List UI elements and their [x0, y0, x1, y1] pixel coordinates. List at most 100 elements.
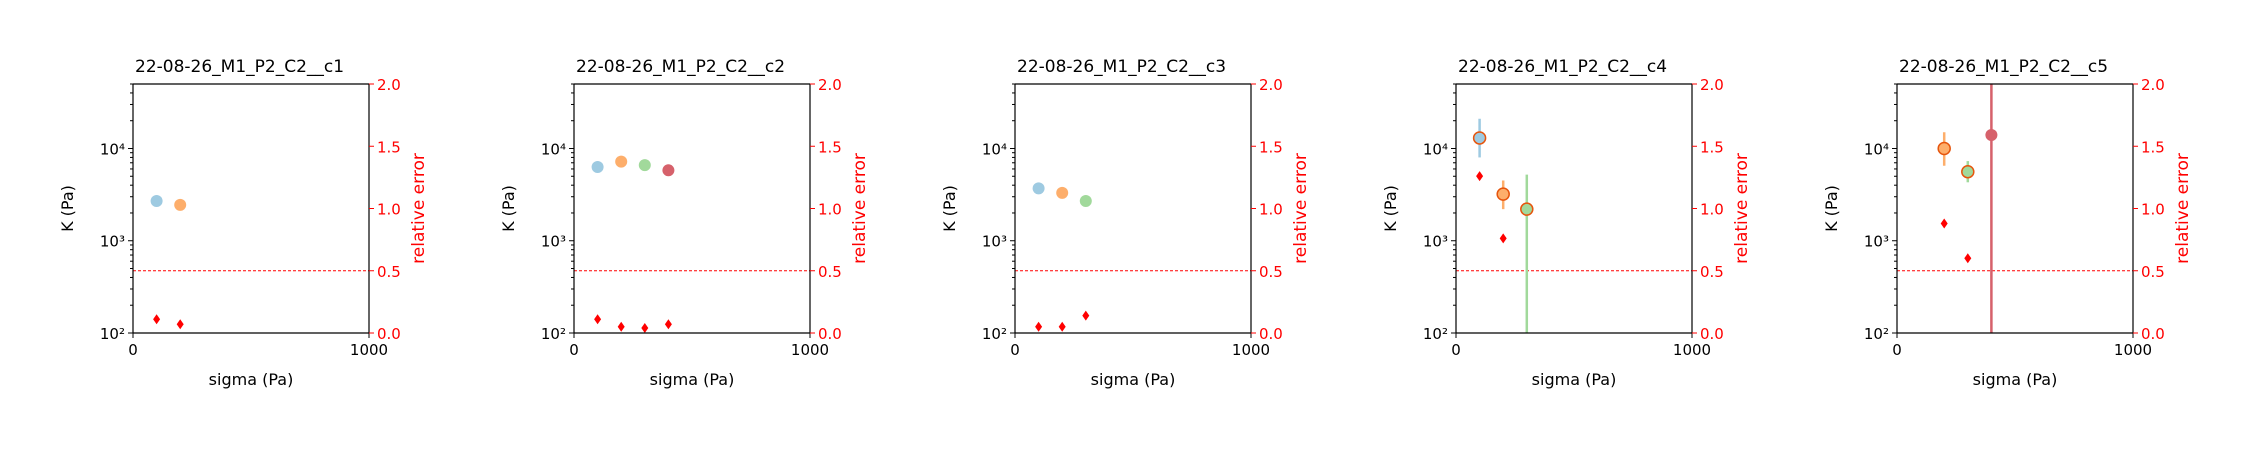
- error-point: [617, 321, 625, 332]
- y2-tick-label: 2.0: [2141, 76, 2165, 94]
- error-point: [1476, 171, 1484, 182]
- y2-tick-label: 0.5: [1700, 263, 1724, 281]
- data-point: [1496, 187, 1510, 201]
- y-tick-label: 10³: [541, 233, 566, 251]
- chart-panel-2: 22-08-26_M1_P2_C2__c2 0 1000 10² 10³ 10⁴ 0.0 0.…: [499, 57, 870, 389]
- y-tick-label: 10³: [982, 233, 1007, 251]
- x-axis-label: sigma (Pa): [1973, 370, 2058, 389]
- chart-panel-3: 22-08-26_M1_P2_C2__c3 0 1000 10² 10³ 10⁴ 0.0 0.…: [940, 57, 1311, 389]
- y2-axis-label: relative error: [409, 153, 429, 264]
- data-point: [1985, 129, 1998, 142]
- y-tick-label: 10²: [1423, 325, 1448, 343]
- chart-panel-5: 22-08-26_M1_P2_C2__c5 0 1000 10² 10³ 10⁴ 0.0 0.…: [1822, 57, 2193, 389]
- error-point: [1058, 321, 1066, 332]
- x-axis-label: sigma (Pa): [209, 370, 294, 389]
- y2-axis-label: relative error: [2173, 153, 2193, 264]
- y2-tick-label: 2.0: [1259, 76, 1283, 94]
- error-point: [1082, 310, 1090, 321]
- y2-tick-label: 1.0: [2141, 201, 2165, 219]
- x-axis-label: sigma (Pa): [1532, 370, 1617, 389]
- y2-tick-label: 0.5: [818, 263, 842, 281]
- y2-axis-label: relative error: [850, 153, 870, 264]
- y2-tick-label: 1.5: [1700, 138, 1724, 156]
- x-tick-label: 0: [1010, 341, 1020, 359]
- y-tick-label: 10²: [1864, 325, 1889, 343]
- data-point: [150, 194, 163, 207]
- x-tick-label: 0: [569, 341, 579, 359]
- x-tick-label: 0: [1892, 341, 1902, 359]
- y-tick-label: 10⁴: [541, 140, 566, 158]
- error-point: [1035, 321, 1043, 332]
- chart-title: 22-08-26_M1_P2_C2__c4: [1458, 57, 1667, 77]
- error-point: [153, 314, 161, 325]
- y2-tick-label: 0.0: [1700, 325, 1724, 343]
- x-tick-label: 1000: [1673, 341, 1711, 359]
- y-axis-label: K (Pa): [58, 185, 77, 232]
- y2-tick-label: 0.5: [377, 263, 401, 281]
- data-point: [174, 198, 187, 211]
- data-point: [1056, 186, 1069, 199]
- y2-tick-label: 2.0: [1700, 76, 1724, 94]
- x-tick-label: 1000: [1232, 341, 1270, 359]
- y-tick-label: 10³: [1423, 233, 1448, 251]
- data-point: [615, 155, 628, 168]
- x-tick-label: 0: [128, 341, 138, 359]
- y-tick-label: 10⁴: [982, 140, 1007, 158]
- y-axis-label: K (Pa): [499, 185, 518, 232]
- y2-tick-label: 1.0: [818, 201, 842, 219]
- data-point: [591, 160, 604, 173]
- error-point: [664, 319, 672, 330]
- chart-title: 22-08-26_M1_P2_C2__c5: [1899, 57, 2108, 77]
- chart-title: 22-08-26_M1_P2_C2__c1: [135, 57, 344, 77]
- chart-panel-1: 22-08-26_M1_P2_C2__c1 0 1000 10² 10³ 10⁴ 0.0 0.…: [58, 57, 429, 389]
- x-tick-label: 0: [1451, 341, 1461, 359]
- y2-tick-label: 0.0: [1259, 325, 1283, 343]
- y2-tick-label: 0.5: [1259, 263, 1283, 281]
- y2-tick-label: 1.5: [377, 138, 401, 156]
- y-tick-label: 10²: [100, 325, 125, 343]
- y2-axis-label: relative error: [1732, 153, 1752, 264]
- chart-title: 22-08-26_M1_P2_C2__c2: [576, 57, 785, 77]
- data-point: [1520, 202, 1534, 216]
- y2-tick-label: 2.0: [818, 76, 842, 94]
- error-point: [641, 323, 649, 334]
- x-axis-label: sigma (Pa): [650, 370, 735, 389]
- y2-tick-label: 1.5: [1259, 138, 1283, 156]
- y2-tick-label: 1.0: [1259, 201, 1283, 219]
- error-point: [176, 319, 184, 330]
- y-tick-label: 10²: [541, 325, 566, 343]
- chart-title: 22-08-26_M1_P2_C2__c3: [1017, 57, 1226, 77]
- data-point: [638, 159, 651, 172]
- x-tick-label: 1000: [791, 341, 829, 359]
- x-tick-label: 1000: [350, 341, 388, 359]
- error-point: [1964, 253, 1972, 264]
- y-tick-label: 10⁴: [1423, 140, 1448, 158]
- error-point: [1940, 218, 1948, 229]
- data-point: [662, 164, 675, 177]
- y2-tick-label: 1.5: [2141, 138, 2165, 156]
- chart-panel-4: 22-08-26_M1_P2_C2__c4 0 1000 10² 10³ 10⁴ 0.0 0.…: [1381, 57, 1752, 389]
- x-tick-label: 1000: [2114, 341, 2152, 359]
- y-tick-label: 10²: [982, 325, 1007, 343]
- error-point: [594, 314, 602, 325]
- y-tick-label: 10⁴: [100, 140, 125, 158]
- y2-tick-label: 1.5: [818, 138, 842, 156]
- y2-tick-label: 1.0: [377, 201, 401, 219]
- data-point: [1472, 131, 1487, 145]
- y-axis-label: K (Pa): [1822, 185, 1841, 232]
- data-point: [1079, 194, 1092, 207]
- x-axis-label: sigma (Pa): [1091, 370, 1176, 389]
- y-tick-label: 10³: [100, 233, 125, 251]
- y2-tick-label: 0.0: [377, 325, 401, 343]
- data-point: [1937, 141, 1951, 156]
- data-point: [1032, 182, 1045, 195]
- y2-tick-label: 0.5: [2141, 263, 2165, 281]
- y2-tick-label: 2.0: [377, 76, 401, 94]
- error-point: [1499, 233, 1507, 244]
- y-axis-label: K (Pa): [940, 185, 959, 232]
- y-axis-label: K (Pa): [1381, 185, 1400, 232]
- y2-tick-label: 0.0: [2141, 325, 2165, 343]
- y2-tick-label: 0.0: [818, 325, 842, 343]
- y2-tick-label: 1.0: [1700, 201, 1724, 219]
